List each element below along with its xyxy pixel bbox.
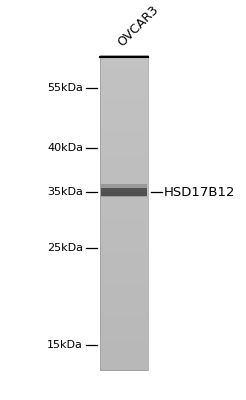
Bar [100,366,148,370]
Bar [100,338,148,343]
Bar [100,169,148,174]
Bar [100,276,148,280]
Text: 15kDa: 15kDa [47,340,83,350]
Text: 25kDa: 25kDa [47,243,83,253]
Bar [100,94,148,99]
Bar [100,177,148,182]
Bar [100,118,148,122]
Bar [100,216,148,221]
Bar [100,244,148,248]
Bar [100,283,148,288]
Bar [100,232,148,237]
Bar [100,362,148,366]
Bar [100,154,148,158]
Bar [100,307,148,312]
Bar [100,55,148,60]
Bar [100,205,148,209]
Bar [100,75,148,79]
Bar [100,181,148,186]
Bar [100,323,148,327]
Bar [100,130,148,134]
Bar [100,106,148,111]
Bar [100,98,148,103]
Bar [100,264,148,268]
Bar [100,228,148,233]
Bar [100,327,148,331]
Bar [100,82,148,87]
Bar [100,291,148,296]
Bar [100,350,148,355]
Bar [100,59,148,63]
Bar [100,208,148,213]
Bar [100,272,148,276]
Bar [100,236,148,240]
Bar [100,248,148,252]
Bar [100,185,148,189]
Bar [100,134,148,138]
Bar [100,86,148,91]
Text: 40kDa: 40kDa [47,143,83,153]
Bar [101,192,147,197]
Bar [100,79,148,83]
Bar [100,114,148,118]
Bar [100,287,148,292]
Bar [100,122,148,126]
Bar [100,268,148,272]
Text: OVCAR3: OVCAR3 [115,3,161,49]
Bar [100,319,148,323]
Bar [100,102,148,107]
Bar [100,334,148,339]
Bar [100,161,148,166]
Bar [101,188,147,196]
Bar [100,354,148,359]
Bar [100,295,148,300]
Bar [100,67,148,71]
Bar [100,126,148,130]
Bar [100,346,148,351]
Bar [100,303,148,308]
Bar [100,173,148,178]
Bar [100,157,148,162]
Bar [100,240,148,244]
Bar [100,193,148,197]
Bar [100,150,148,154]
Bar [100,280,148,284]
Bar [100,220,148,225]
Bar [100,189,148,193]
Bar [100,110,148,114]
Bar [100,224,148,229]
Bar [100,315,148,319]
Bar [100,146,148,150]
Bar [101,184,147,188]
Bar [100,71,148,75]
Bar [100,63,148,67]
Bar [100,201,148,205]
Bar [100,55,148,370]
Bar [100,331,148,335]
Bar [100,260,148,264]
Bar [100,256,148,260]
Bar [100,358,148,363]
Bar [100,252,148,256]
Bar [100,311,148,315]
Text: HSD17B12: HSD17B12 [164,186,235,198]
Bar [100,142,148,146]
Bar [100,138,148,142]
Bar [100,197,148,201]
Text: 35kDa: 35kDa [47,187,83,197]
Bar [100,299,148,304]
Bar [100,342,148,347]
Text: 55kDa: 55kDa [47,83,83,93]
Bar [100,212,148,217]
Bar [100,165,148,170]
Bar [100,90,148,95]
